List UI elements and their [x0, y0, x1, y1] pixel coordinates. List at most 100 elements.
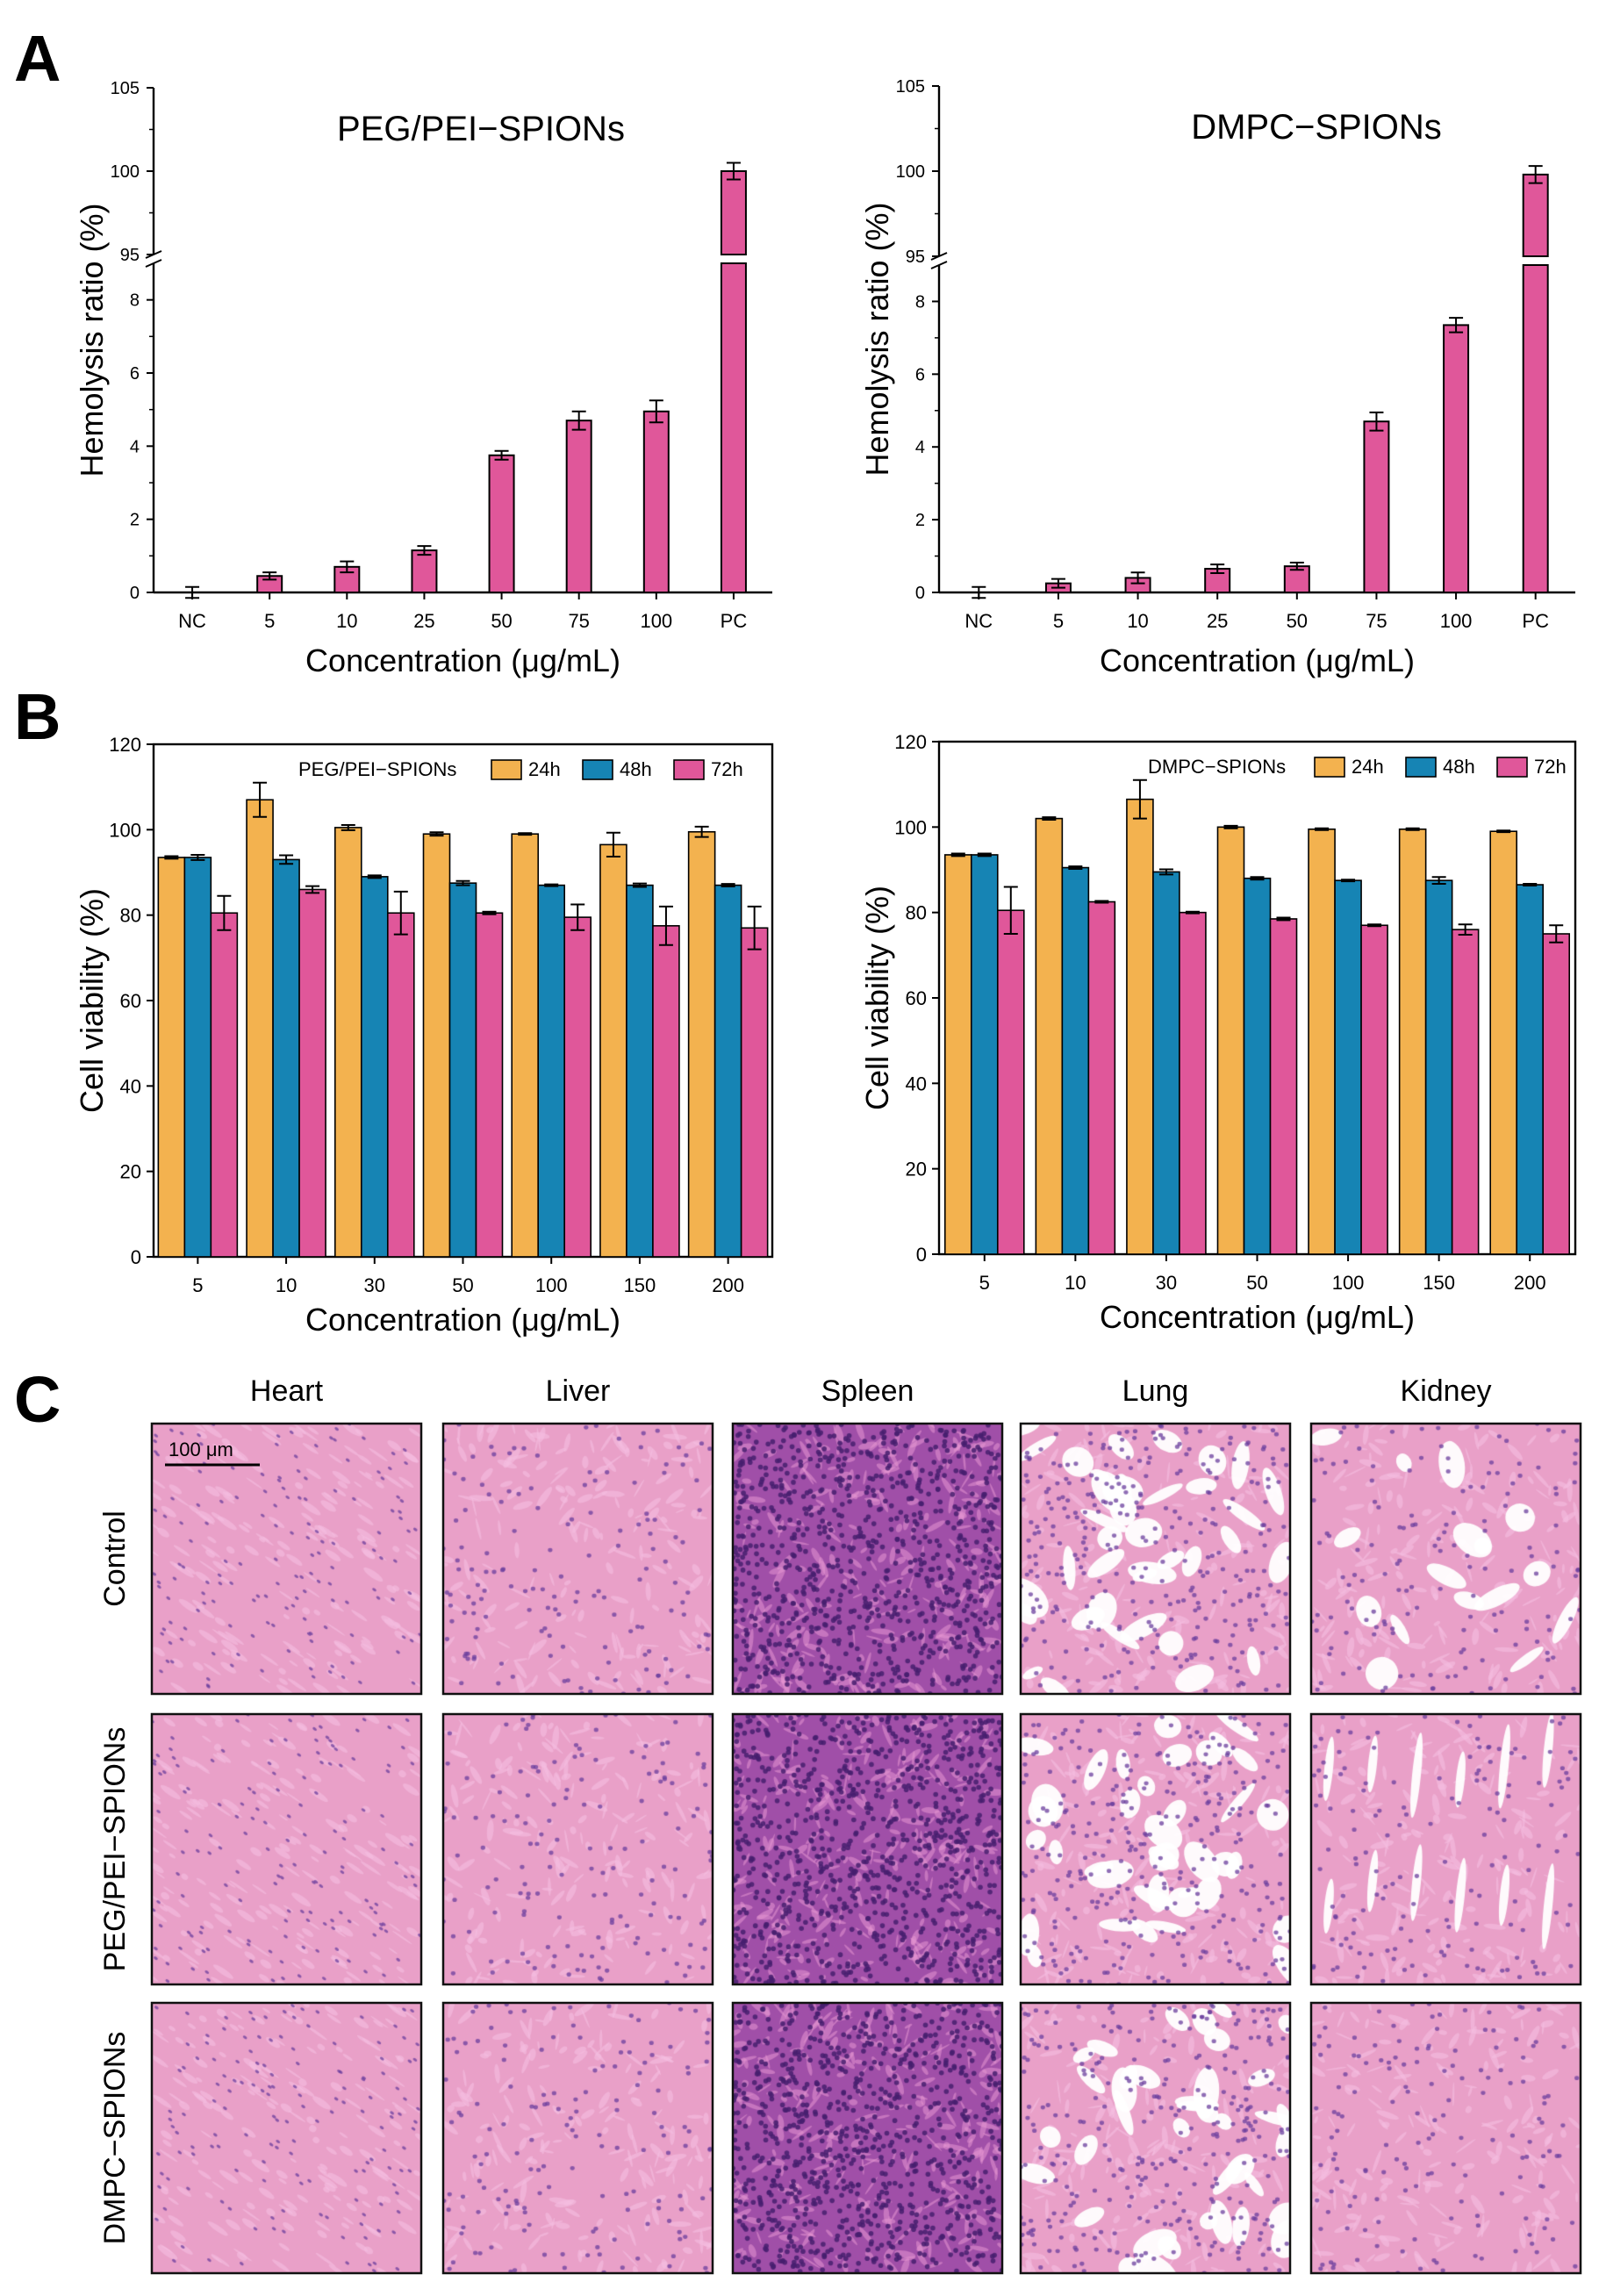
viab-3-ytick-label: 120 — [894, 731, 927, 753]
hemo-0-ytick-label: 100 — [111, 162, 140, 182]
histology-image-lung-1 — [1019, 1712, 1292, 1986]
hemo-0-bar — [411, 549, 438, 593]
tissue-row-label: PEG/PEI−SPIONs — [98, 1727, 132, 1972]
viab-2-xtick-label: 30 — [364, 1274, 385, 1296]
scale-bar-label: 100 μm — [169, 1439, 233, 1460]
viab-2-ytick-label: 0 — [131, 1246, 141, 1268]
viab-2-bar-24h — [599, 843, 627, 1258]
tissue-column-label: Heart — [250, 1374, 324, 1408]
viab-2-legend-swatch-24h — [491, 759, 522, 780]
viab-2-legend-label: 24h — [528, 758, 561, 780]
viab-3-xtick-label: 100 — [1332, 1272, 1365, 1294]
viab-3-legend-swatch-48h — [1405, 757, 1437, 778]
hemo-1-xtick-label: 10 — [1127, 610, 1148, 632]
viab-3-bar-24h — [1035, 817, 1064, 1255]
viab-2-xtick-label: 5 — [192, 1274, 203, 1296]
viab-2-bar-72h — [386, 912, 415, 1258]
hemo-0-axis-break — [145, 259, 162, 268]
histology-image-kidney-2 — [1309, 2001, 1582, 2275]
viab-3-bar-48h — [1424, 879, 1453, 1255]
histology-image-liver-0 — [441, 1422, 714, 1696]
hemo-0-ytick-label: 8 — [130, 291, 140, 311]
viab-3-xtick-label: 50 — [1246, 1272, 1267, 1294]
viab-3-bar-48h — [1516, 884, 1545, 1255]
viab-2-bar-24h — [422, 833, 451, 1258]
viab-2-bar-72h — [210, 912, 239, 1258]
viab-2-bar-24h — [687, 830, 716, 1258]
panel-c-letter: C — [14, 1363, 61, 1436]
panel-a-letter: A — [14, 22, 61, 95]
tissue-column-label: Liver — [546, 1374, 611, 1408]
histology-image-spleen-2 — [731, 2001, 1004, 2275]
viab-3-bar-72h — [1269, 918, 1298, 1255]
hemo-0-ytick-label: 4 — [130, 437, 140, 456]
viab-2-bar-24h — [246, 799, 274, 1258]
viab-3-bar-24h — [1126, 798, 1154, 1255]
viab-2-bar-48h — [537, 884, 566, 1258]
hemo-0-bar — [565, 420, 592, 593]
viab-3-bar-24h — [1308, 828, 1336, 1255]
viab-2-ytick-label: 100 — [109, 819, 141, 841]
viab-2-ytick-label: 60 — [120, 990, 141, 1012]
viab-2-legend-swatch-48h — [582, 759, 613, 780]
viab-3-ylabel: Cell viability (%) — [859, 886, 895, 1110]
hemo-0-xtick-label: 10 — [336, 610, 357, 632]
hemo-1-ytick-label: 0 — [915, 584, 925, 603]
viab-3-xtick-label: 10 — [1065, 1272, 1086, 1294]
viab-3-bar-24h — [1216, 826, 1245, 1255]
viab-2-bar-48h — [626, 884, 654, 1258]
viab-3-bar-24h — [1398, 828, 1427, 1255]
viab-3-legend-swatch-72h — [1496, 757, 1528, 778]
viab-2-ylabel: Cell viability (%) — [74, 888, 110, 1113]
hemo-0-bar-lower — [720, 262, 747, 593]
viab-3-ytick-label: 0 — [916, 1244, 927, 1266]
viab-2-legend-label: 48h — [620, 758, 652, 780]
viab-2-xtick-label: 10 — [276, 1274, 297, 1296]
hemo-1-bar-upper — [1522, 173, 1549, 258]
viab-2-ytick-label: 80 — [120, 905, 141, 927]
hemo-0-xtick-label: 25 — [413, 610, 434, 632]
viab-3-bar-24h — [943, 854, 972, 1255]
hemo-1-xtick-label: 25 — [1207, 610, 1228, 632]
viab-2-bar-72h — [652, 925, 680, 1258]
hemo-0-xtick-label: PC — [721, 610, 748, 632]
histology-image-heart-1 — [150, 1712, 423, 1986]
hemo-1-xtick-label: PC — [1522, 610, 1549, 632]
hemo-1-ytick-label: 105 — [896, 77, 925, 97]
hemo-0-xtick-label: NC — [178, 610, 206, 632]
viab-3-legend-label: 24h — [1352, 756, 1384, 778]
viab-3-ytick-label: 20 — [906, 1159, 927, 1180]
histology-image-lung-0 — [1019, 1422, 1292, 1696]
viab-2-xtick-label: 200 — [712, 1274, 744, 1296]
hemo-1-xtick-label: 100 — [1440, 610, 1473, 632]
viab-2-legend-swatch-72h — [673, 759, 705, 780]
histology-image-spleen-1 — [731, 1712, 1004, 1986]
hemo-1-ylabel: Hemolysis ratio (%) — [859, 202, 895, 476]
viab-2-bar-72h — [563, 916, 592, 1258]
viab-3-bar-48h — [1061, 866, 1090, 1255]
hemo-1-ytick-label: 6 — [915, 365, 925, 384]
viab-3-legend-label: 48h — [1443, 756, 1475, 778]
viab-2-xtick-label: 100 — [535, 1274, 568, 1296]
hemo-0-ytick-label: 105 — [111, 79, 140, 98]
viab-2-ytick-label: 20 — [120, 1161, 141, 1183]
viab-2-legend-title: PEG/PEI−SPIONs — [298, 758, 456, 780]
viab-2-bar-72h — [298, 888, 326, 1258]
viab-2-bar-48h — [448, 882, 477, 1258]
hemo-1-xtick-label: NC — [964, 610, 993, 632]
hemo-1-ytick-label: 4 — [915, 438, 925, 457]
histology-image-liver-2 — [441, 2001, 714, 2275]
viab-2-bar-24h — [157, 857, 186, 1258]
hemo-1-xtick-label: 75 — [1366, 610, 1387, 632]
viab-3-xtick-label: 30 — [1156, 1272, 1177, 1294]
viab-3-ytick-label: 80 — [906, 902, 927, 924]
viab-3-bar-72h — [1451, 929, 1480, 1255]
viab-2-legend-label: 72h — [711, 758, 743, 780]
hemo-0-ytick-label: 2 — [130, 511, 140, 530]
hemo-1-title: DMPC−SPIONs — [1191, 108, 1442, 147]
histology-image-liver-1 — [441, 1712, 714, 1986]
viab-3-legend-title: DMPC−SPIONs — [1148, 756, 1286, 778]
tissue-column-label: Lung — [1122, 1374, 1189, 1408]
hemo-0-ytick-label: 0 — [130, 584, 140, 603]
